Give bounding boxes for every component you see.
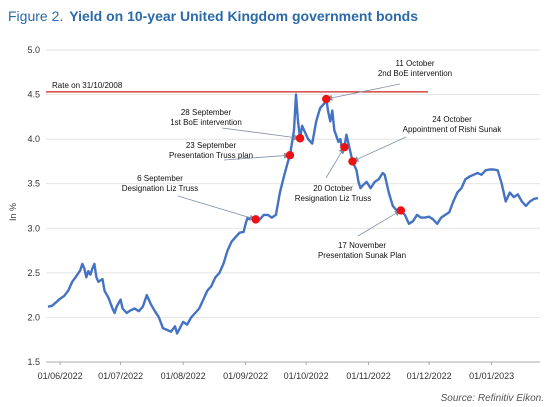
annotation-label: Presentation Truss plan bbox=[169, 151, 253, 160]
event-marker bbox=[322, 94, 331, 104]
y-tick-label: 3.0 bbox=[27, 223, 40, 233]
annotation-label: Resignation Liz Truss bbox=[295, 194, 371, 203]
y-axis-label: In % bbox=[8, 203, 18, 221]
x-tick-label: 01/09/2022 bbox=[223, 371, 268, 381]
annotation-label: Designation Liz Truss bbox=[122, 184, 198, 193]
annotation-label: Presentation Sunak Plan bbox=[318, 251, 406, 260]
annotation-arrow bbox=[223, 154, 291, 161]
y-tick-label: 5.0 bbox=[27, 45, 40, 55]
event-marker bbox=[348, 157, 357, 166]
event-marker bbox=[251, 215, 260, 224]
y-tick-label: 2.0 bbox=[27, 312, 40, 322]
annotation-label: 23 September bbox=[186, 141, 237, 150]
annotation-arrow bbox=[326, 83, 401, 100]
annotation-label: Appointment of Rishi Sunak bbox=[403, 125, 503, 134]
x-tick-label: 01/08/2022 bbox=[161, 371, 206, 381]
annotation-arrow bbox=[177, 195, 256, 220]
y-tick-label: 4.5 bbox=[27, 90, 40, 100]
series-group bbox=[47, 93, 539, 335]
x-tick-label: 01/12/2022 bbox=[407, 371, 452, 381]
x-tick-label: 01/10/2022 bbox=[284, 371, 329, 381]
reference-line-group: Rate on 31/10/2008 bbox=[46, 81, 428, 93]
y-tick-label: 1.5 bbox=[27, 357, 40, 367]
x-tick-label: 01/07/2022 bbox=[98, 371, 143, 381]
y-axis: 1.5 2.0 2.5 3.0 3.5 4.0 4.5 5.0 bbox=[27, 45, 40, 367]
x-tick-label: 01/01/2023 bbox=[469, 371, 514, 381]
x-axis: 01/06/2022 01/07/2022 01/08/2022 01/09/2022… bbox=[38, 361, 540, 381]
event-marker bbox=[295, 134, 305, 143]
annotation-arrow bbox=[221, 127, 301, 139]
reference-line-label: Rate on 31/10/2008 bbox=[52, 81, 123, 90]
event-marker bbox=[396, 206, 406, 215]
annotation-label: 20 October bbox=[313, 184, 353, 193]
y-tick-label: 4.0 bbox=[27, 134, 40, 144]
y-tick-label: 2.5 bbox=[27, 268, 40, 278]
annotation-label: 28 September bbox=[181, 108, 232, 117]
event-marker bbox=[285, 150, 295, 160]
series-line bbox=[47, 93, 539, 335]
annotation-label: 2nd BoE intervention bbox=[378, 69, 452, 78]
annotation-label: 24 October bbox=[432, 115, 472, 124]
annotation-label: 6 September bbox=[137, 174, 183, 183]
y-tick-label: 3.5 bbox=[27, 179, 40, 189]
gridlines bbox=[46, 49, 540, 363]
annotation-arrow bbox=[357, 210, 402, 237]
figure-title-text: Yield on 10-year United Kingdom governme… bbox=[69, 8, 418, 24]
event-marker bbox=[340, 142, 349, 152]
x-tick-label: 01/06/2022 bbox=[38, 371, 83, 381]
x-tick-label: 01/11/2022 bbox=[346, 371, 390, 381]
annotation-label: 1st BoE intervention bbox=[170, 118, 242, 127]
figure-title: Figure 2. Yield on 10-year United Kingdom… bbox=[8, 8, 418, 24]
figure-number: Figure 2. bbox=[8, 8, 64, 24]
source-note: Source: Refinitiv Eikon. bbox=[440, 393, 544, 404]
annotation-arrow bbox=[352, 136, 407, 162]
annotation-label: 11 October bbox=[396, 59, 435, 68]
annotation-label: 17 November bbox=[338, 241, 386, 250]
